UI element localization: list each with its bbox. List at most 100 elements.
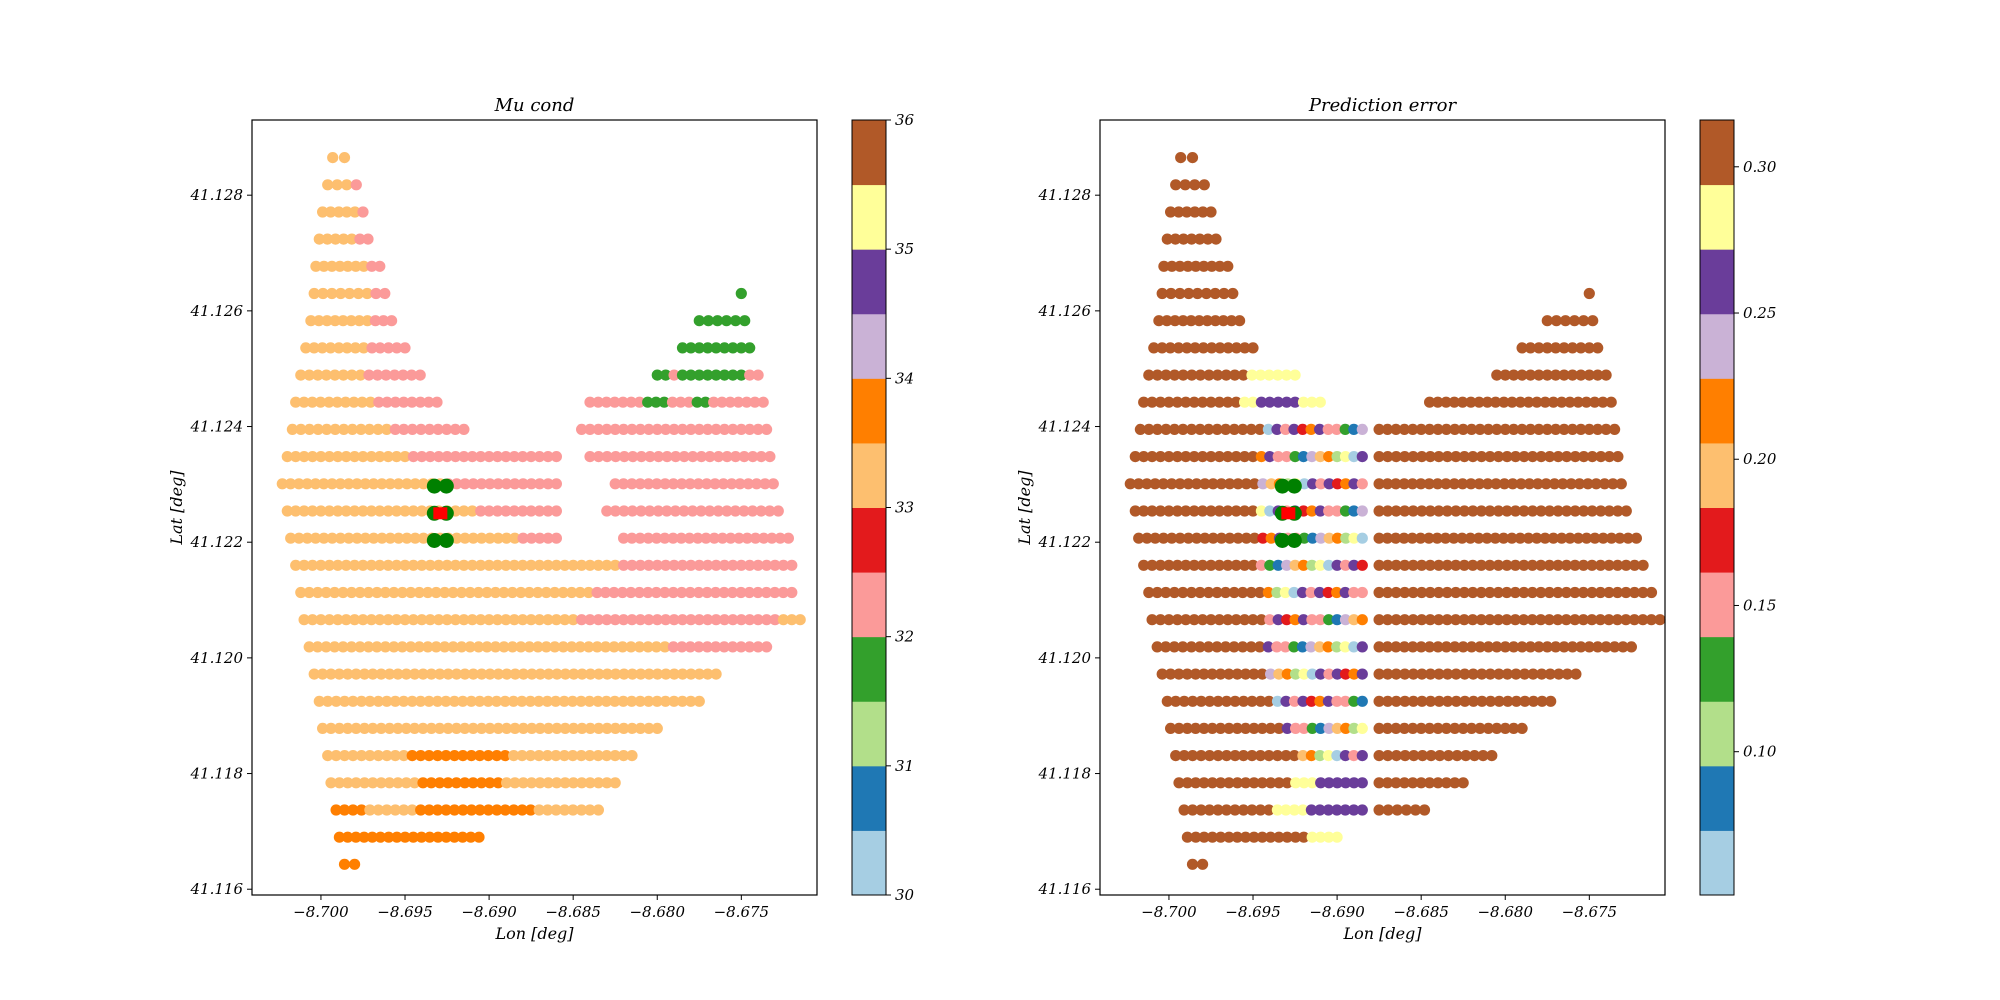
- data-point: [718, 614, 731, 626]
- data-point: [1416, 505, 1428, 517]
- data-point: [1477, 750, 1489, 762]
- data-point: [695, 451, 708, 463]
- data-point: [1206, 668, 1218, 680]
- data-point: [358, 722, 371, 735]
- data-point: [601, 505, 613, 517]
- data-point: [342, 668, 354, 680]
- data-point: [1532, 478, 1544, 490]
- data-point: [1527, 695, 1540, 707]
- data-point: [1348, 451, 1360, 463]
- data-point: [448, 695, 460, 707]
- data-point: [459, 532, 471, 544]
- data-point: [1535, 559, 1547, 571]
- data-point: [1523, 396, 1535, 408]
- data-point: [693, 614, 705, 626]
- data-point: [1289, 559, 1301, 571]
- data-point: [591, 641, 603, 653]
- data-point: [1509, 505, 1522, 517]
- data-point: [1247, 614, 1259, 626]
- data-point: [392, 668, 404, 680]
- data-point: [305, 315, 317, 327]
- data-point: [1222, 396, 1234, 408]
- data-point: [592, 614, 605, 626]
- data-point: [507, 695, 520, 707]
- data-point: [338, 804, 351, 816]
- data-point: [322, 750, 334, 762]
- data-point: [1186, 423, 1198, 435]
- data-point: [1314, 559, 1326, 571]
- data-point: [1492, 451, 1505, 463]
- data-point: [1373, 505, 1385, 517]
- data-point: [1263, 804, 1275, 816]
- data-point: [1255, 559, 1267, 571]
- data-point: [1185, 315, 1197, 327]
- data-point: [306, 505, 319, 517]
- data-point: [550, 505, 563, 517]
- data-point: [448, 750, 461, 762]
- data-point: [727, 423, 739, 435]
- data-point: [651, 668, 664, 680]
- data-point: [1138, 505, 1150, 517]
- data-point: [557, 586, 569, 599]
- data-point: [550, 532, 563, 544]
- data-point: [399, 342, 411, 354]
- data-point: [508, 451, 520, 463]
- data-point: [340, 451, 352, 463]
- data-point: [542, 505, 554, 517]
- data-point: [1281, 777, 1293, 789]
- data-point: [676, 614, 689, 626]
- data-point: [1154, 559, 1167, 571]
- data-point: [515, 586, 527, 599]
- data-point: [1467, 614, 1479, 626]
- data-point: [1457, 777, 1469, 789]
- data-point: [1566, 423, 1579, 435]
- data-point: [1518, 505, 1530, 517]
- data-point: [415, 750, 427, 762]
- data-point: [1222, 342, 1234, 354]
- data-point: [685, 614, 697, 626]
- data-point: [1506, 532, 1518, 544]
- data-point: [575, 804, 588, 816]
- data-point: [349, 614, 361, 626]
- data-point: [1433, 695, 1445, 707]
- data-point: [1415, 777, 1427, 789]
- data-point: [567, 750, 579, 762]
- data-point: [1432, 722, 1444, 735]
- data-point: [1523, 478, 1535, 490]
- data-point: [1440, 641, 1452, 653]
- data-point: [1514, 532, 1526, 544]
- data-point: [635, 505, 647, 517]
- data-point: [1223, 831, 1235, 843]
- data-point: [1407, 451, 1419, 463]
- data-point: [685, 342, 697, 354]
- data-point: [660, 668, 672, 680]
- data-point: [1154, 396, 1167, 408]
- data-point: [1163, 396, 1175, 408]
- data-point: [1550, 315, 1562, 327]
- data-point: [424, 559, 436, 571]
- data-point: [389, 369, 401, 381]
- data-point: [1637, 614, 1649, 626]
- data-point: [683, 532, 696, 544]
- data-point: [330, 804, 342, 816]
- data-point: [442, 722, 454, 735]
- data-point: [1189, 179, 1201, 191]
- data-point: [409, 722, 421, 735]
- data-point: [1382, 505, 1394, 517]
- colorbar-segment: [1700, 636, 1734, 702]
- data-point: [345, 641, 358, 653]
- data-point: [326, 287, 338, 300]
- highlight-ring: [1286, 532, 1302, 548]
- data-point: [1492, 559, 1504, 571]
- data-point: [1194, 641, 1206, 653]
- data-point: [434, 722, 446, 735]
- data-point: [381, 695, 393, 707]
- data-point: [1280, 369, 1293, 381]
- data-point: [743, 586, 756, 599]
- data-point: [491, 505, 504, 517]
- data-point: [409, 478, 421, 490]
- data-point: [609, 423, 621, 435]
- data-point: [298, 505, 310, 517]
- data-point: [1583, 423, 1595, 435]
- data-point: [774, 532, 786, 544]
